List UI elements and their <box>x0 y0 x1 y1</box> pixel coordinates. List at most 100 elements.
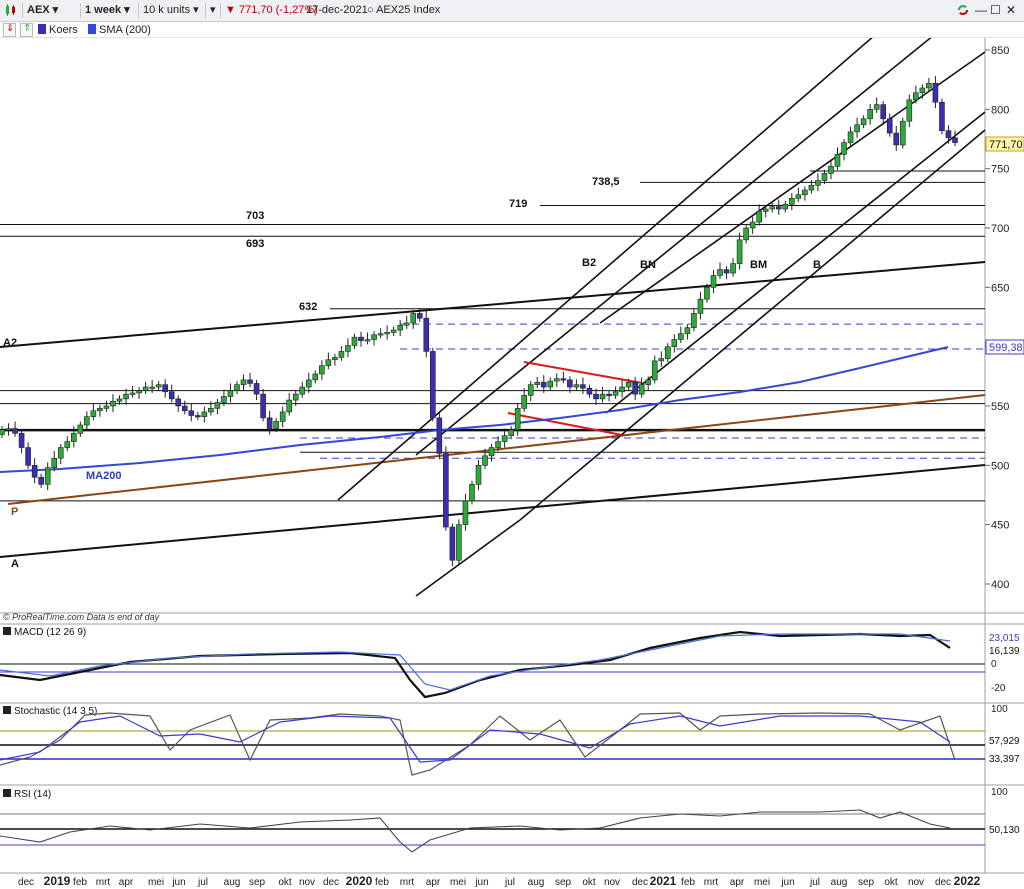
candle-body <box>384 332 390 335</box>
annotation-label: B2 <box>582 257 596 269</box>
time-tick-label: jul <box>809 877 820 888</box>
timeframe-dropdown[interactable]: 1 week ▾ <box>80 3 134 18</box>
candle-body <box>247 379 253 384</box>
time-tick-label: jul <box>504 877 515 888</box>
candle-body <box>214 402 221 409</box>
candlestick-icon[interactable] <box>4 3 18 18</box>
macd-signal-line <box>0 633 951 691</box>
candle-body <box>769 206 776 210</box>
channel-spike <box>415 519 521 597</box>
stoch-tag: 57,929 <box>989 736 1020 747</box>
candle-body <box>292 393 299 401</box>
candle-body <box>97 408 103 412</box>
candle-body <box>834 154 841 167</box>
macd-tick-label: 0 <box>991 659 997 670</box>
candle-body <box>475 465 482 485</box>
time-tick-label: dec <box>935 877 951 888</box>
chart-settings-icon[interactable]: ▾ <box>205 3 220 18</box>
trendline-a2 <box>0 261 986 348</box>
candle-body <box>945 130 952 139</box>
candle-body <box>155 384 162 388</box>
price-tick-label: 700 <box>991 223 1009 235</box>
candle-body <box>841 142 847 155</box>
price-tick-label: 750 <box>991 164 1009 176</box>
close-icon[interactable]: ✕ <box>1006 3 1017 17</box>
candle-body <box>71 432 77 442</box>
candle-body <box>567 379 573 388</box>
level-label: 703 <box>246 210 264 222</box>
candle-body <box>403 322 410 326</box>
candle-body <box>129 392 136 395</box>
candle-body <box>221 396 227 403</box>
time-tick-label: apr <box>119 877 134 888</box>
time-tick-label: mrt <box>400 877 415 888</box>
time-tick-label: 2019 <box>44 874 71 888</box>
candle-body <box>188 410 195 416</box>
candle-body <box>893 132 900 146</box>
trendlines <box>0 38 986 597</box>
annotation-label: MA200 <box>86 470 121 482</box>
channel-bm <box>605 111 986 414</box>
candle-body <box>44 467 51 485</box>
candle-body <box>586 387 593 395</box>
candle-body <box>880 104 886 120</box>
candle-body <box>84 416 90 426</box>
candle-body <box>312 373 319 381</box>
annotation-label: B <box>813 259 821 271</box>
time-tick-label: mei <box>148 877 164 888</box>
candle-body <box>103 405 110 409</box>
candle-body <box>286 399 293 413</box>
candle-body <box>691 313 697 328</box>
symbol-dropdown[interactable]: AEX ▾ <box>22 3 62 18</box>
candle-body <box>638 384 645 395</box>
last-price-tag <box>985 136 1024 152</box>
candle-body <box>521 395 527 409</box>
candle-body <box>808 184 815 191</box>
candle-body <box>495 441 501 448</box>
candle-body <box>547 380 554 388</box>
legend-koers[interactable]: Koers <box>38 23 78 38</box>
time-tick-label: dec <box>323 877 339 888</box>
units-dropdown[interactable]: 10 k units ▾ <box>138 3 203 18</box>
candle-body <box>12 428 18 434</box>
level-label: 719 <box>509 198 527 210</box>
candle-body <box>678 333 684 340</box>
candle-body <box>906 99 913 122</box>
candle-body <box>488 447 495 457</box>
time-tick-label: sep <box>555 877 572 888</box>
rsi-tick-label: 100 <box>991 787 1008 798</box>
candle-body <box>142 386 149 391</box>
indicator-panels: MACD (12 26 9) 0 -20 23,015 16,139 Stochastic… <box>0 627 1020 853</box>
candle-body <box>253 383 260 395</box>
candle-body <box>410 313 417 324</box>
expand-icon[interactable]: ⇑ <box>20 23 33 37</box>
time-tick-label: mei <box>754 877 770 888</box>
candle-body <box>5 428 12 431</box>
candle-body <box>913 92 919 101</box>
macd-tag: 23,015 <box>989 633 1020 644</box>
price-tick-label: 800 <box>991 104 1009 116</box>
time-tick-label: okt <box>582 877 596 888</box>
price-tick-label: 400 <box>991 579 1009 591</box>
candle-body <box>0 429 5 435</box>
collapse-icon[interactable]: ⇓ <box>3 23 16 37</box>
candle-body <box>926 82 932 89</box>
time-tick-label: 2021 <box>650 874 677 888</box>
candle-body <box>952 137 958 143</box>
restore-icon[interactable]: ☐ <box>990 3 1001 17</box>
legend-bar: ⇓ ⇑ Koers SMA (200) <box>0 22 1024 38</box>
minimize-icon[interactable]: — <box>975 3 987 17</box>
price-panel-bg <box>0 38 985 612</box>
channel-b <box>519 129 986 521</box>
price-axis: 850800750700650600550500450400771,70599,… <box>3 45 1024 622</box>
refresh-icon[interactable] <box>956 3 970 18</box>
candle-body <box>57 447 64 459</box>
candle-body <box>775 206 782 210</box>
time-tick-label: nov <box>604 877 620 888</box>
rsi-title: RSI (14) <box>14 789 51 800</box>
candle-body <box>377 333 384 336</box>
candle-body <box>299 386 306 395</box>
legend-sma[interactable]: SMA (200) <box>88 23 151 38</box>
candle-body <box>899 120 906 146</box>
candle-body <box>38 476 44 485</box>
